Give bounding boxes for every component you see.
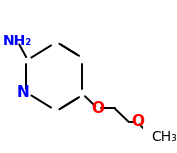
Text: NH₂: NH₂ bbox=[2, 34, 32, 48]
Text: O: O bbox=[91, 101, 104, 116]
Text: N: N bbox=[17, 85, 29, 100]
Text: O: O bbox=[131, 114, 144, 129]
Text: CH₃: CH₃ bbox=[151, 130, 177, 144]
